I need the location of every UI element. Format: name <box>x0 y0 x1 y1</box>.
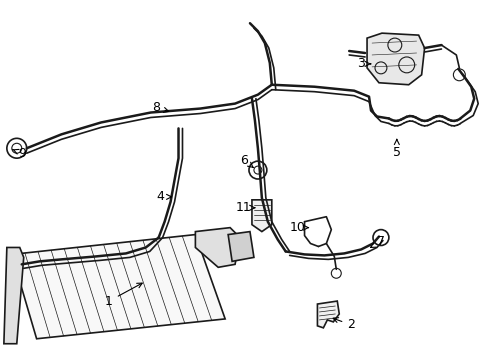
Polygon shape <box>252 200 272 231</box>
Text: 5: 5 <box>393 139 401 159</box>
Text: 8: 8 <box>152 101 169 114</box>
Text: 11: 11 <box>236 201 255 214</box>
Polygon shape <box>367 33 425 85</box>
Text: 6: 6 <box>240 154 253 167</box>
Polygon shape <box>318 301 339 328</box>
Polygon shape <box>228 231 254 261</box>
Text: 9: 9 <box>12 147 25 160</box>
Text: 10: 10 <box>290 221 309 234</box>
Text: 7: 7 <box>370 235 385 248</box>
Polygon shape <box>12 235 225 339</box>
Text: 4: 4 <box>157 190 172 203</box>
Polygon shape <box>4 247 24 344</box>
Text: 2: 2 <box>333 318 355 331</box>
Text: 1: 1 <box>105 283 142 307</box>
Polygon shape <box>196 228 240 267</box>
Text: 3: 3 <box>357 57 370 71</box>
